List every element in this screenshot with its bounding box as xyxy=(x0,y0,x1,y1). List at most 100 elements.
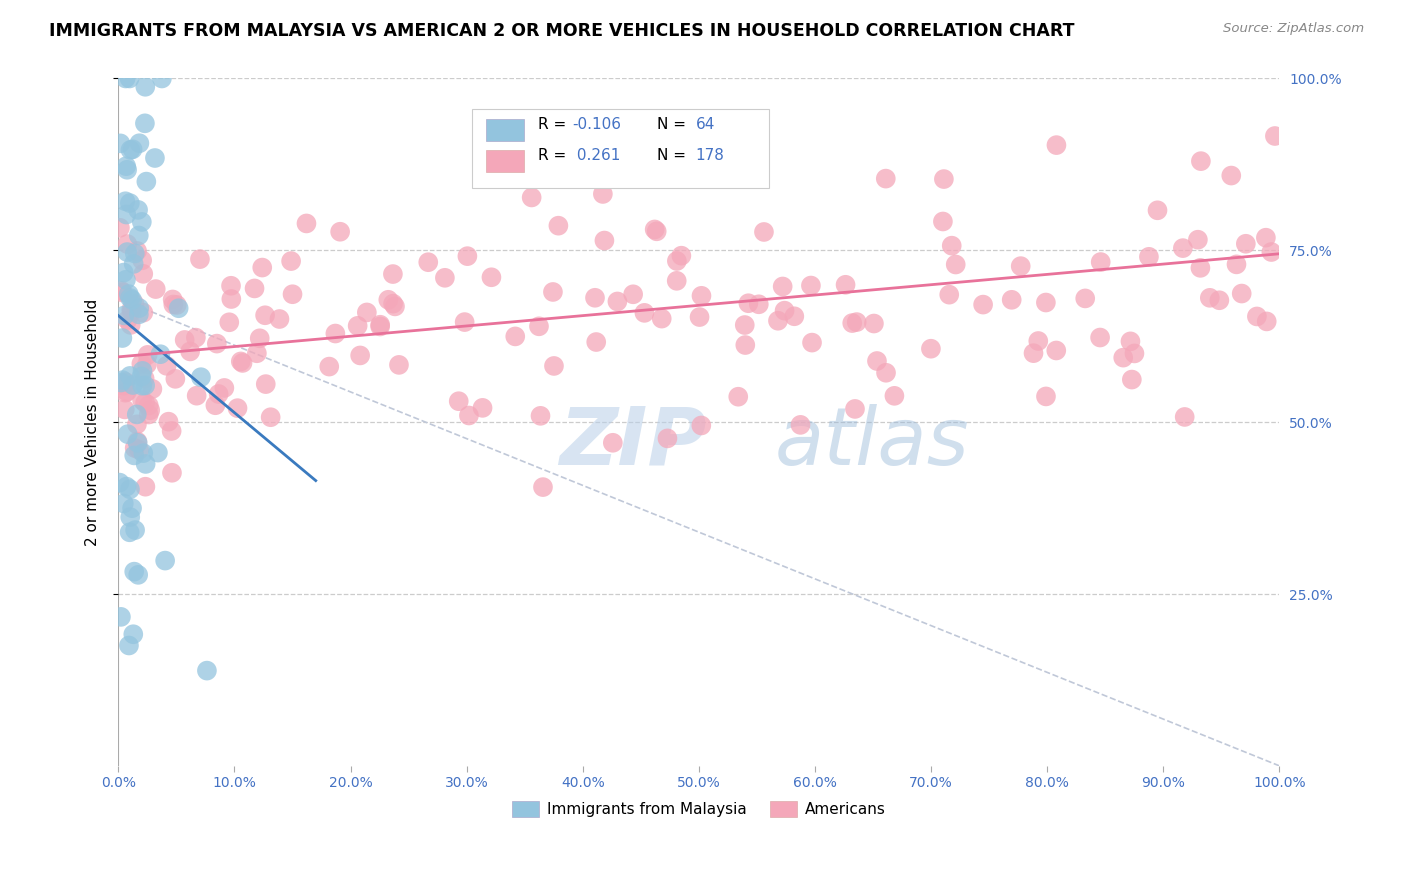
Point xyxy=(269,312,291,326)
Point xyxy=(349,348,371,362)
Point xyxy=(184,331,207,345)
Point xyxy=(547,219,569,233)
Point xyxy=(1035,295,1057,310)
Point xyxy=(114,71,136,86)
Point xyxy=(920,342,942,356)
Point xyxy=(120,318,142,332)
Point xyxy=(938,287,960,301)
Point xyxy=(1208,293,1230,308)
Point xyxy=(773,303,796,318)
Point xyxy=(124,523,146,537)
Point xyxy=(138,408,160,422)
Point xyxy=(1119,334,1142,349)
Point xyxy=(531,480,554,494)
Point xyxy=(153,553,176,567)
Point xyxy=(125,408,148,422)
Point xyxy=(118,196,141,211)
Point xyxy=(1187,233,1209,247)
Text: -0.106: -0.106 xyxy=(572,117,621,132)
Point xyxy=(252,260,274,275)
Point xyxy=(1264,128,1286,143)
Point xyxy=(665,254,688,268)
Point xyxy=(138,398,160,412)
Point xyxy=(606,294,628,309)
Point xyxy=(368,318,391,332)
Text: R =: R = xyxy=(537,148,571,163)
Point xyxy=(128,442,150,457)
Point xyxy=(1112,351,1135,365)
Point xyxy=(208,387,231,401)
Point xyxy=(121,501,143,516)
Point xyxy=(112,496,135,510)
Point xyxy=(118,639,141,653)
Point xyxy=(1137,250,1160,264)
Point xyxy=(229,354,252,368)
Point xyxy=(131,253,153,268)
Point xyxy=(1198,291,1220,305)
Point xyxy=(117,313,139,327)
Point xyxy=(734,318,756,332)
Point xyxy=(645,224,668,238)
Point xyxy=(932,172,955,186)
Point xyxy=(783,310,806,324)
Point xyxy=(136,357,159,371)
Point xyxy=(1260,245,1282,260)
Point xyxy=(932,214,955,228)
Point xyxy=(122,257,145,271)
Point xyxy=(131,378,153,392)
Point xyxy=(602,435,624,450)
Point xyxy=(1045,343,1067,358)
Point xyxy=(1225,257,1247,271)
Point xyxy=(118,287,141,301)
Point xyxy=(1001,293,1024,307)
Point xyxy=(690,418,713,433)
Point xyxy=(190,370,212,384)
Point xyxy=(146,445,169,459)
Text: R =: R = xyxy=(537,117,571,132)
Point xyxy=(737,296,759,310)
Point xyxy=(280,254,302,268)
Point xyxy=(433,270,456,285)
Point xyxy=(115,273,138,287)
Point xyxy=(149,347,172,361)
Point xyxy=(214,381,236,395)
Point xyxy=(875,366,897,380)
Point xyxy=(1189,154,1212,169)
Point xyxy=(121,142,143,156)
Point xyxy=(156,359,179,373)
Point xyxy=(117,237,139,252)
Point xyxy=(972,297,994,311)
Point xyxy=(1090,255,1112,269)
Point xyxy=(1045,138,1067,153)
Point xyxy=(1220,169,1243,183)
Point xyxy=(801,335,824,350)
Point xyxy=(118,368,141,383)
Point xyxy=(134,378,156,392)
Point xyxy=(356,305,378,319)
Point xyxy=(734,338,756,352)
Point xyxy=(108,220,131,235)
Point xyxy=(254,377,277,392)
Point xyxy=(529,409,551,423)
Point xyxy=(633,306,655,320)
Point xyxy=(115,208,138,222)
Point xyxy=(160,424,183,438)
Point xyxy=(131,215,153,229)
Point xyxy=(141,382,163,396)
Point xyxy=(1171,241,1194,255)
Point xyxy=(125,417,148,432)
Point xyxy=(122,378,145,392)
Point xyxy=(382,296,405,310)
Point xyxy=(592,186,614,201)
Point xyxy=(651,311,673,326)
Point xyxy=(368,319,391,334)
Point xyxy=(254,308,277,322)
Text: 178: 178 xyxy=(696,148,724,163)
Point xyxy=(689,310,711,324)
Point xyxy=(1256,314,1278,328)
Point xyxy=(377,293,399,307)
Point xyxy=(114,385,136,400)
Point xyxy=(388,358,411,372)
Point xyxy=(644,222,666,236)
Point xyxy=(115,480,138,494)
